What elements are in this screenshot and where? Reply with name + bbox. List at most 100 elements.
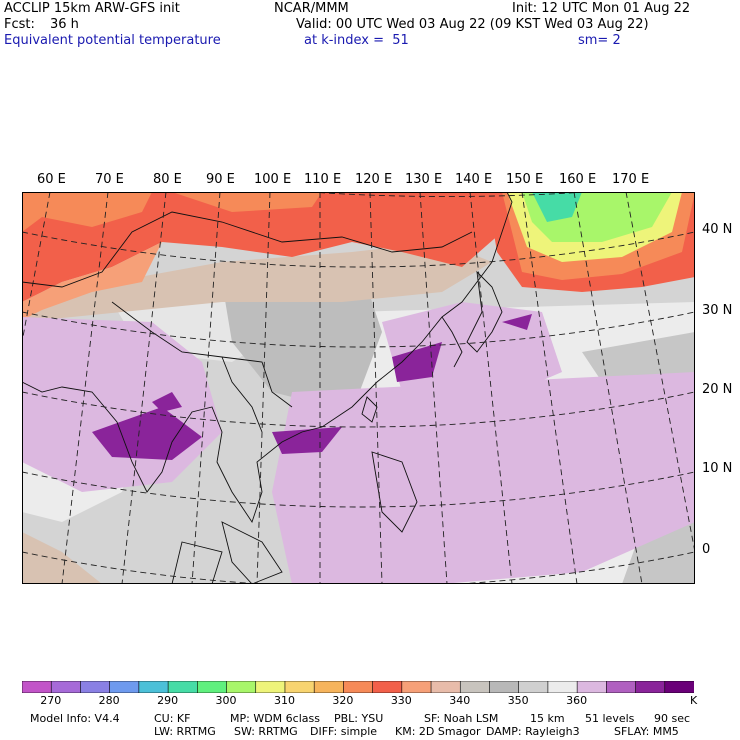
coastline bbox=[221, 521, 283, 584]
footer-mp: MP: WDM 6class bbox=[230, 712, 320, 725]
footer-levels: 51 levels bbox=[585, 712, 635, 725]
colorbar-label: 350 bbox=[507, 694, 529, 707]
colorbar-swatch bbox=[489, 681, 520, 693]
colorbar-label: 280 bbox=[98, 694, 120, 707]
valid-time: Valid: 00 UTC Wed 03 Aug 22 (09 KST Wed … bbox=[296, 17, 649, 32]
colorbar-swatch bbox=[430, 681, 461, 693]
colorbar-swatch bbox=[138, 681, 169, 693]
colorbar-swatch bbox=[80, 681, 111, 693]
colorbar-swatch bbox=[343, 681, 374, 693]
colorbar-swatch bbox=[109, 681, 140, 693]
colorbar-label: 320 bbox=[332, 694, 354, 707]
meridian-line bbox=[191, 192, 221, 584]
smoothing-label: sm= 2 bbox=[578, 33, 621, 48]
colorbar-swatch bbox=[313, 681, 344, 693]
footer-cu: CU: KF bbox=[154, 712, 191, 725]
colorbar-swatch bbox=[284, 681, 315, 693]
meridian-line bbox=[369, 192, 383, 584]
lon-label: 110 E bbox=[304, 172, 342, 187]
lon-label: 120 E bbox=[355, 172, 393, 187]
lon-label: 170 E bbox=[612, 172, 650, 187]
colorbar-swatch bbox=[50, 681, 82, 693]
theta-e-orange-band bbox=[172, 192, 322, 212]
colorbar-label: 310 bbox=[273, 694, 295, 707]
colorbar-label: 330 bbox=[390, 694, 412, 707]
coastline bbox=[361, 396, 378, 423]
colorbar bbox=[22, 681, 694, 693]
parallel-line bbox=[22, 311, 695, 348]
border bbox=[22, 211, 473, 288]
meridian-line bbox=[22, 192, 51, 343]
lon-label: 60 E bbox=[37, 172, 66, 187]
meridian-line bbox=[521, 192, 578, 584]
colorbar-label: 270 bbox=[40, 694, 62, 707]
lon-label: 140 E bbox=[455, 172, 493, 187]
border bbox=[221, 356, 263, 433]
colorbar-label: 360 bbox=[566, 694, 588, 707]
lon-label: 90 E bbox=[206, 172, 235, 187]
footer-sw: SW: RRTMG bbox=[234, 725, 298, 738]
meridian-line bbox=[573, 192, 643, 584]
lat-label: 10 N bbox=[702, 461, 733, 476]
theta-e-violet-core bbox=[92, 407, 202, 460]
colorbar-swatch bbox=[226, 681, 257, 693]
lon-label: 130 E bbox=[405, 172, 443, 187]
colorbar-swatch bbox=[518, 681, 549, 693]
theta-e-green-core bbox=[532, 192, 582, 222]
colorbar-swatch bbox=[372, 681, 403, 693]
colorbar-label: 290 bbox=[157, 694, 179, 707]
lat-label: 40 N bbox=[702, 222, 733, 237]
footer-lw: LW: RRTMG bbox=[154, 725, 216, 738]
colorbar-unit: K bbox=[690, 694, 698, 707]
model-title: ACCLIP 15km ARW-GFS init bbox=[4, 1, 180, 16]
colorbar-label: 340 bbox=[449, 694, 471, 707]
colorbar-swatch bbox=[459, 681, 491, 693]
coastline bbox=[22, 192, 513, 524]
footer-km: KM: 2D Smagor bbox=[395, 725, 481, 738]
parallel-line bbox=[22, 391, 695, 428]
footer-sflay: SFLAY: MM5 bbox=[614, 725, 679, 738]
theta-e-tan-band bbox=[22, 242, 492, 322]
lon-label: 160 E bbox=[559, 172, 597, 187]
footer-timestep: 90 sec bbox=[654, 712, 691, 725]
coastline bbox=[441, 316, 463, 368]
forecast-hour: 36 h bbox=[50, 17, 79, 32]
theta-e-violet-core bbox=[152, 392, 182, 412]
parallel-line bbox=[22, 231, 695, 268]
colorbar-swatch bbox=[401, 681, 432, 693]
meridian-line bbox=[625, 192, 695, 553]
parallel-line bbox=[22, 471, 695, 508]
lat-label: 0 bbox=[702, 542, 711, 557]
level-index: at k-index = 51 bbox=[304, 33, 409, 48]
theta-e-grey-area bbox=[222, 272, 382, 412]
forecast-label: Fcst: bbox=[4, 17, 35, 32]
coastline bbox=[171, 541, 223, 584]
footer-damp: DAMP: Rayleigh3 bbox=[486, 725, 580, 738]
theta-e-violet-core bbox=[502, 314, 532, 330]
footer-resolution: 15 km bbox=[530, 712, 565, 725]
meridian-line bbox=[419, 192, 448, 584]
colorbar-swatch bbox=[22, 681, 52, 693]
theta-e-tan-band bbox=[22, 532, 102, 584]
meridian-line bbox=[61, 192, 109, 584]
parallel-line bbox=[22, 551, 695, 584]
footer-model-info: Model Info: V4.4 bbox=[30, 712, 120, 725]
init-time: Init: 12 UTC Mon 01 Aug 22 bbox=[512, 1, 691, 16]
footer-pbl: PBL: YSU bbox=[334, 712, 384, 725]
colorbar-swatch bbox=[547, 681, 578, 693]
map-frame bbox=[22, 192, 695, 584]
colorbar-swatch bbox=[635, 681, 666, 693]
footer-diff: DIFF: simple bbox=[310, 725, 378, 738]
colorbar-swatch bbox=[197, 681, 228, 693]
theta-e-salmon-band bbox=[22, 242, 162, 320]
meridian-line bbox=[469, 192, 513, 584]
field-name: Equivalent potential temperature bbox=[4, 33, 221, 48]
coastline bbox=[371, 451, 418, 533]
footer-sf: SF: Noah LSM bbox=[424, 712, 499, 725]
theta-e-violet-core bbox=[272, 427, 342, 454]
meridian-line bbox=[121, 192, 167, 584]
lat-label: 30 N bbox=[702, 303, 733, 318]
org-label: NCAR/MMM bbox=[274, 1, 349, 16]
theta-e-orange-band bbox=[22, 192, 152, 232]
colorbar-label: 300 bbox=[215, 694, 237, 707]
